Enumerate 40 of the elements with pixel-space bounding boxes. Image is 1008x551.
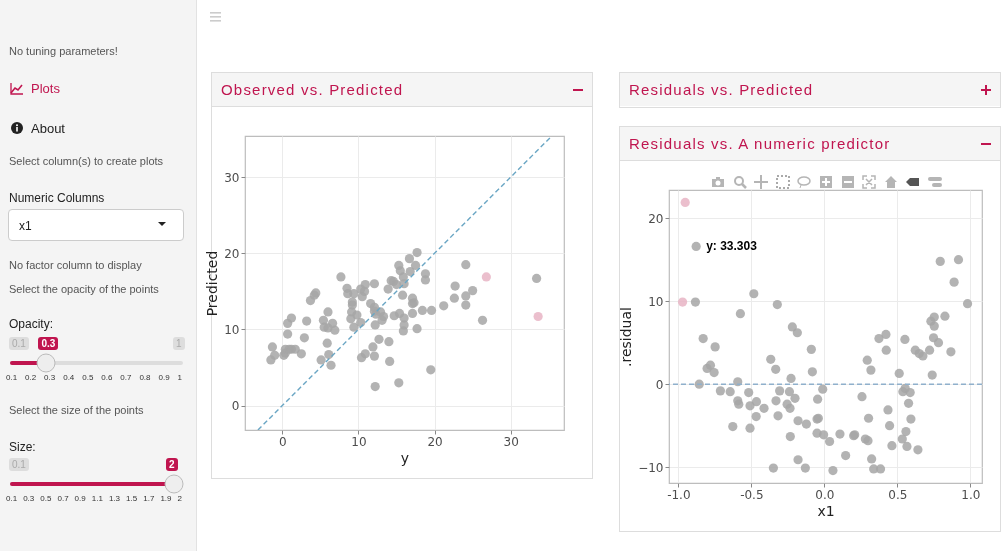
y-tick-label: 0 [655, 377, 664, 392]
y-tick-label: 30 [224, 170, 240, 185]
x-tick-label: 10 [351, 434, 367, 449]
y-tick-label: 20 [224, 246, 240, 261]
text: 2 [166, 458, 178, 471]
y-axis-title: Predicted [204, 250, 221, 317]
text: 0.3 [38, 337, 59, 350]
x-tick-label: 30 [503, 434, 519, 449]
y-tick-label: 10 [648, 294, 664, 309]
y-tick-label: 0 [231, 399, 240, 414]
text: Select column(s) to create plots [9, 155, 164, 167]
text: No factor column to display [9, 259, 142, 271]
x-tick-label: 1.0 [961, 487, 981, 502]
x-tick-label: 0.0 [815, 487, 835, 502]
text: No tuning parameters! [9, 45, 118, 57]
x-tick-label: 20 [427, 434, 443, 449]
x-tick-label: 0 [278, 434, 287, 449]
y-tick-label: 10 [224, 322, 240, 337]
chart-title: Residuals vs. A numeric predictor [620, 127, 1000, 161]
x-tick-label: -0.5 [740, 487, 764, 502]
x-axis-title: y [400, 449, 410, 466]
y-tick-label: −10 [638, 460, 664, 475]
text: Numeric Columns [9, 191, 105, 205]
text: 0.1 0.3 0.5 0.7 0.9 1.1 1.3 1.5 1.7 1.9 2 [6, 494, 182, 503]
x-tick-label: -1.0 [667, 487, 691, 502]
text: Opacity: [9, 317, 54, 331]
text: x1 [19, 219, 32, 233]
text: About [31, 121, 65, 136]
chart-title: Observed vs. Predicted [212, 73, 592, 107]
x-tick-label: 0.5 [888, 487, 908, 502]
annotation: y: 33.303 [706, 239, 758, 254]
y-axis-title: .residual [618, 307, 635, 367]
y-tick-label: 20 [648, 211, 664, 226]
x-axis-title: x1 [817, 502, 835, 519]
text: Size: [9, 440, 36, 454]
text: Select the opacity of the points [9, 283, 159, 295]
text: 0.1 0.2 0.3 0.4 0.5 0.6 0.7 0.8 0.9 1 [6, 373, 182, 382]
text: Residuals vs. Predicted [620, 73, 1000, 106]
text: Select the size of the points [9, 404, 144, 416]
text: Plots [31, 81, 60, 96]
